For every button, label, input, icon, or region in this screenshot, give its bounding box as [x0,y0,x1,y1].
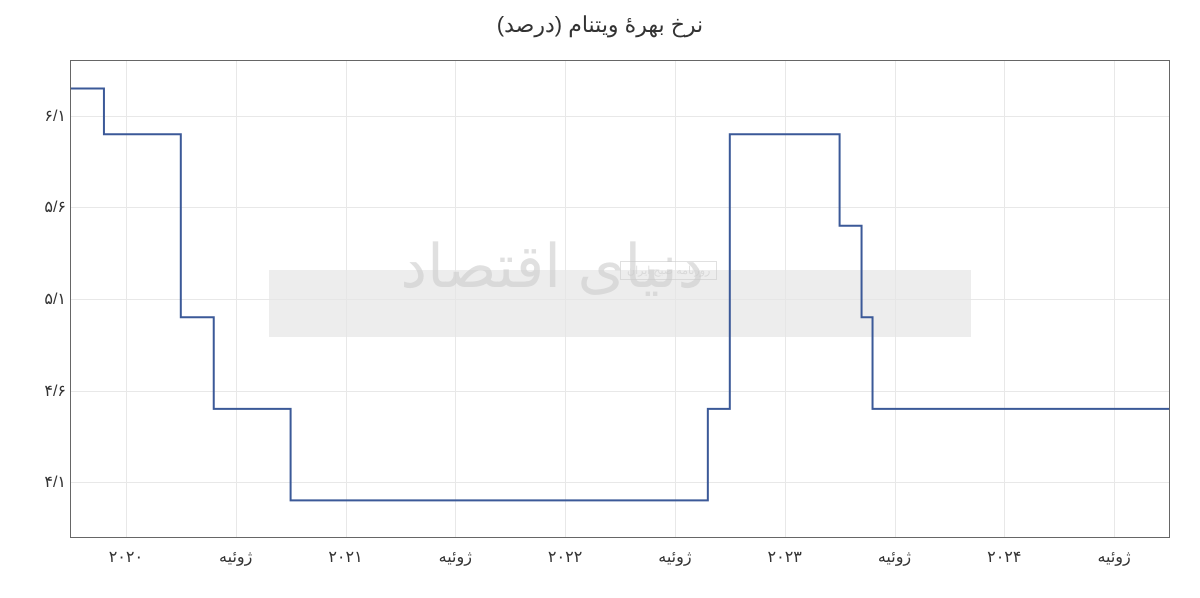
x-axis-label: ۲۰۲۲ [548,547,582,567]
chart-title: نرخ بهرهٔ ویتنام (درصد) [0,12,1200,38]
step-line-chart [71,61,1169,537]
x-axis-label: ژوئیه [1097,547,1130,567]
x-axis-label: ژوئیه [658,547,691,567]
x-axis-label: ۲۰۲۰ [109,547,143,567]
x-axis-label: ژوئیه [878,547,911,567]
x-axis-label: ژوئیه [219,547,252,567]
x-axis-label: ۲۰۲۱ [328,547,362,567]
y-axis-label: ۵/۱ [26,289,66,309]
x-axis-label: ژوئیه [439,547,472,567]
x-axis-label: ۲۰۲۳ [768,547,802,567]
x-axis-label: ۲۰۲۴ [987,547,1021,567]
y-axis-label: ۴/۶ [26,381,66,401]
y-axis-label: ۵/۶ [26,197,66,217]
y-axis-label: ۶/۱ [26,106,66,126]
chart-plot-area: دنیای اقتصاد روزنامه صبح ایران ۴/۱۴/۶۵/۱… [70,60,1170,538]
y-axis-label: ۴/۱ [26,472,66,492]
